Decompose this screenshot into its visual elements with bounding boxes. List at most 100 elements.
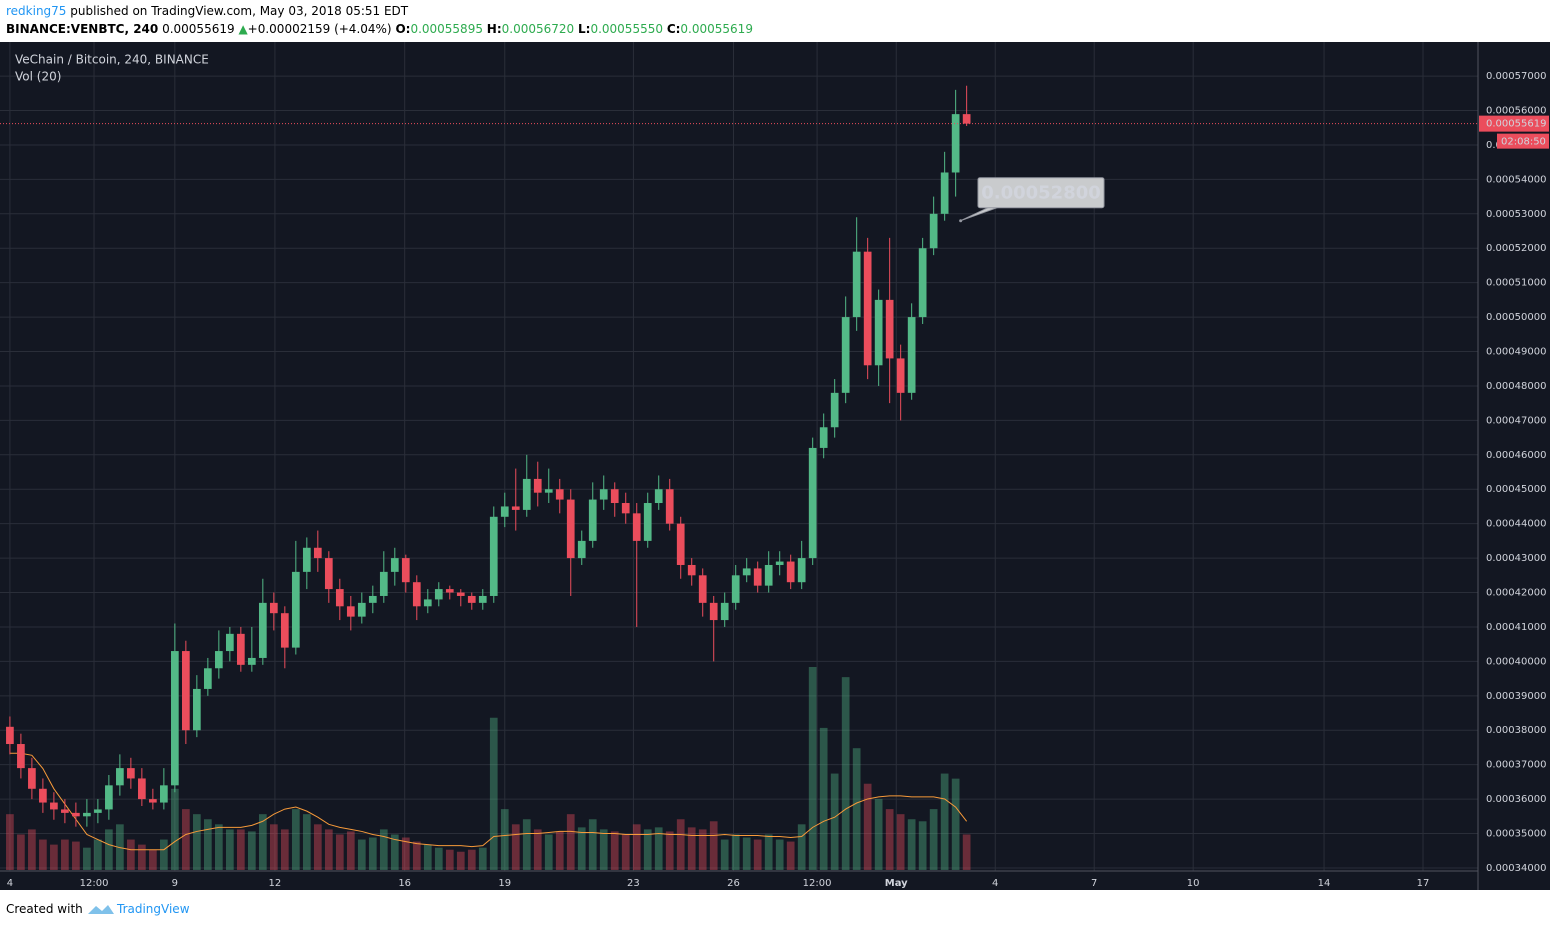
x-tick-label: 12 (269, 878, 282, 889)
candle-body (434, 589, 443, 600)
volume-bar (28, 829, 36, 870)
candle-body (17, 744, 25, 769)
volume-bar (280, 829, 289, 870)
volume-bar (896, 814, 905, 870)
y-tick-label: 0.00052000 (1486, 243, 1546, 254)
x-tick-label: 10 (1187, 878, 1200, 889)
candle-body (94, 809, 102, 813)
volume-bar (577, 827, 586, 870)
volume-bar (50, 844, 58, 870)
candle-body (676, 523, 685, 565)
volume-bar (907, 819, 916, 870)
volume-bar (698, 829, 707, 870)
countdown: 02:08:50 (1501, 137, 1546, 148)
volume-bar (346, 831, 355, 870)
candle-body (720, 602, 729, 621)
candle-body (665, 489, 674, 524)
footer-brand[interactable]: TradingView (117, 902, 190, 916)
volume-bar (676, 819, 685, 870)
volume-bar (775, 839, 784, 870)
volume-bar (127, 839, 135, 870)
candle-body (610, 489, 619, 504)
candle-body (621, 503, 630, 514)
volume-bar (709, 821, 718, 870)
candle-body (566, 499, 575, 559)
candle-body (709, 602, 718, 621)
volume-bar (467, 849, 476, 870)
volume-bar (390, 834, 399, 870)
volume-bar (171, 788, 179, 870)
candle-body (379, 571, 388, 596)
x-tick-label: 12:00 (803, 878, 832, 889)
o: 0.00055895 (410, 22, 483, 36)
volume-bar (302, 814, 311, 870)
x-tick-label: 26 (727, 878, 740, 889)
y-tick-label: 0.00038000 (1486, 725, 1546, 736)
volume-bar (225, 829, 234, 870)
volume-bar (94, 839, 102, 870)
candle-body (83, 812, 91, 817)
candle-body (742, 568, 751, 576)
volume-bar (599, 829, 608, 870)
candle-body (28, 768, 36, 789)
y-tick-label: 0.00049000 (1486, 347, 1546, 358)
candle-body (445, 589, 454, 593)
volume-bar (500, 809, 509, 870)
chart: 0.00052800 VeChain / Bitcoin, 240, BINAN… (0, 42, 1550, 890)
published: published on TradingView.com, May 03, 20… (70, 4, 409, 18)
volume-bar (401, 837, 410, 870)
volume-bar (269, 824, 278, 870)
candle-body (182, 651, 190, 731)
header-line: redking75 published on TradingView.com, … (6, 4, 408, 18)
candle-body (599, 489, 608, 500)
x-tick-label: 4 (992, 878, 998, 889)
candle-body (149, 799, 157, 803)
author[interactable]: redking75 (6, 4, 67, 18)
volume-bar (324, 829, 333, 870)
volume-bar (138, 844, 146, 870)
candle-body (412, 582, 421, 607)
candle-body (105, 785, 113, 810)
volume-bar (863, 783, 872, 870)
candle-body (863, 251, 872, 366)
candle-body (171, 651, 179, 786)
y-tick-label: 0.00040000 (1486, 656, 1546, 667)
candle-body (116, 768, 124, 786)
volume-bar (192, 814, 201, 870)
volume-bar (83, 847, 91, 870)
candle-body (192, 688, 201, 731)
y-tick-label: 0.00056000 (1486, 106, 1546, 117)
c-label: C: (666, 22, 681, 36)
volume-bar (742, 837, 751, 870)
y-tick-label: 0.00037000 (1486, 760, 1546, 771)
candle-body (390, 558, 399, 572)
volume-bar (632, 824, 641, 870)
y-tick-label: 0.00054000 (1486, 174, 1546, 185)
candle-body (654, 489, 663, 504)
candle-body (632, 513, 641, 541)
candle-body (830, 392, 839, 428)
candle-body (511, 506, 520, 510)
y-tick-label: 0.00047000 (1486, 415, 1546, 426)
candle-body (346, 606, 355, 617)
x-tick-label: 16 (398, 878, 411, 889)
x-tick-label: 19 (498, 878, 511, 889)
candle-body (764, 564, 773, 586)
candle-body (753, 568, 762, 586)
candle-body (533, 478, 542, 493)
volume-bar (830, 773, 839, 870)
volume-bar (72, 841, 80, 870)
candle-body (819, 427, 828, 448)
volume-bar (511, 824, 520, 870)
y-tick-label: 0.00048000 (1486, 381, 1546, 392)
volume-bar (61, 839, 69, 870)
x-tick-label: 14 (1318, 878, 1331, 889)
volume-bar (149, 849, 157, 870)
c: 0.00055619 (680, 22, 753, 36)
x-tick-label: 17 (1417, 878, 1430, 889)
volume-bar (852, 748, 861, 870)
y-tick-label: 0.00057000 (1486, 71, 1546, 82)
volume-bar (654, 827, 663, 870)
candle-body (500, 506, 509, 517)
